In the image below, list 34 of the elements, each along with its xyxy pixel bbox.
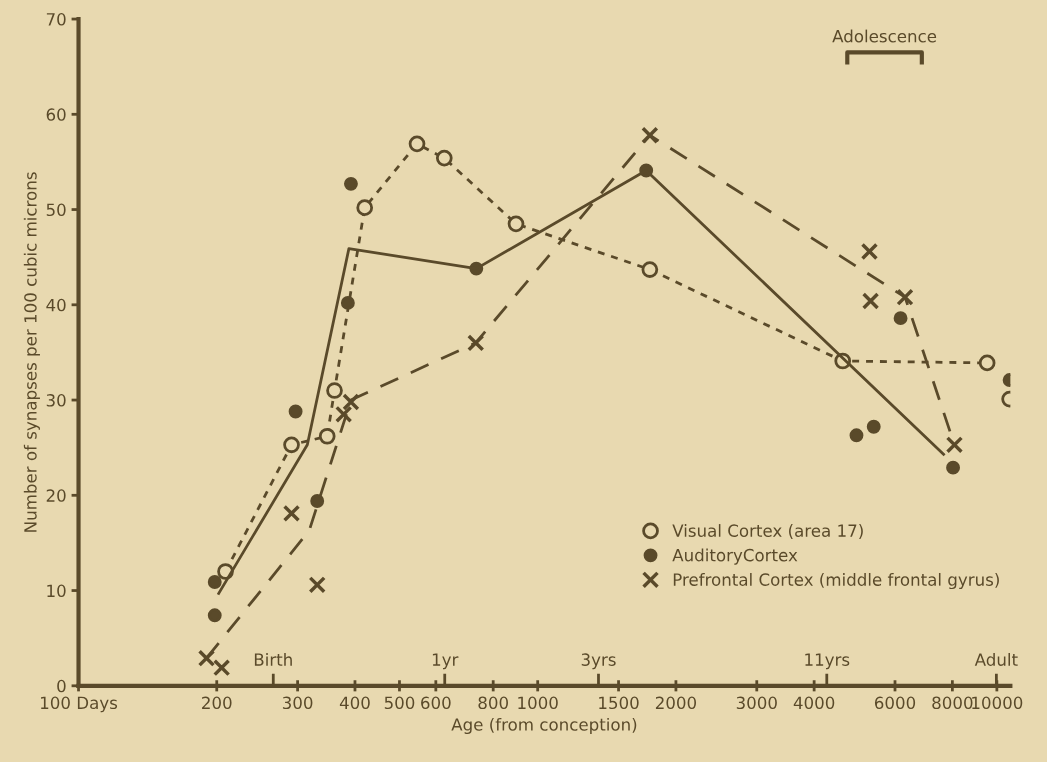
x-axis-title: Age (from conception) bbox=[451, 717, 637, 735]
y-tick-label: 60 bbox=[46, 108, 66, 121]
x-tick-label: 8000 bbox=[932, 696, 973, 710]
annotation: 11yrs bbox=[805, 653, 850, 670]
x-tick-label: 6000 bbox=[874, 696, 916, 710]
x-tick-label: 500 bbox=[384, 696, 415, 710]
x-tick-label: 1000 bbox=[518, 696, 558, 710]
y-tick-label: 20 bbox=[46, 489, 66, 502]
x-tick-label: 100 Days bbox=[41, 696, 118, 713]
annotation: 1yr bbox=[432, 653, 459, 670]
y-tick-label: 10 bbox=[47, 584, 66, 598]
y-tick-label: 50 bbox=[46, 203, 66, 217]
legend-label: Prefrontal Cortex (middle frontal gyrus) bbox=[673, 572, 999, 590]
x-tick-label: 1500 bbox=[599, 696, 639, 710]
x-tick-label: 4000 bbox=[793, 696, 835, 710]
legend-label: Visual Cortex (area 17) bbox=[672, 524, 863, 539]
annotation: 3yrs bbox=[581, 653, 616, 670]
x-tick-label: 800 bbox=[478, 696, 508, 710]
legend-label: AuditoryCortex bbox=[672, 548, 798, 565]
x-tick-label: 2000 bbox=[655, 696, 697, 710]
x-tick-label: 600 bbox=[421, 696, 451, 710]
annotation: Adolescence bbox=[832, 29, 937, 43]
y-tick-label: 0 bbox=[57, 679, 66, 693]
x-tick-label: 3000 bbox=[736, 696, 777, 710]
x-tick-label: 300 bbox=[282, 696, 313, 710]
y-tick-label: 70 bbox=[46, 13, 66, 26]
x-tick-label: 400 bbox=[339, 696, 370, 710]
annotation: Birth bbox=[254, 653, 292, 666]
x-tick-label: 200 bbox=[202, 696, 232, 710]
y-tick-label: 30 bbox=[46, 394, 66, 407]
x-tick-label: 10000 bbox=[972, 696, 1023, 710]
y-tick-label: 40 bbox=[46, 298, 66, 312]
annotation: Adult bbox=[974, 653, 1018, 666]
y-axis-title: Number of synapses per 100 cubic microns bbox=[23, 172, 40, 532]
